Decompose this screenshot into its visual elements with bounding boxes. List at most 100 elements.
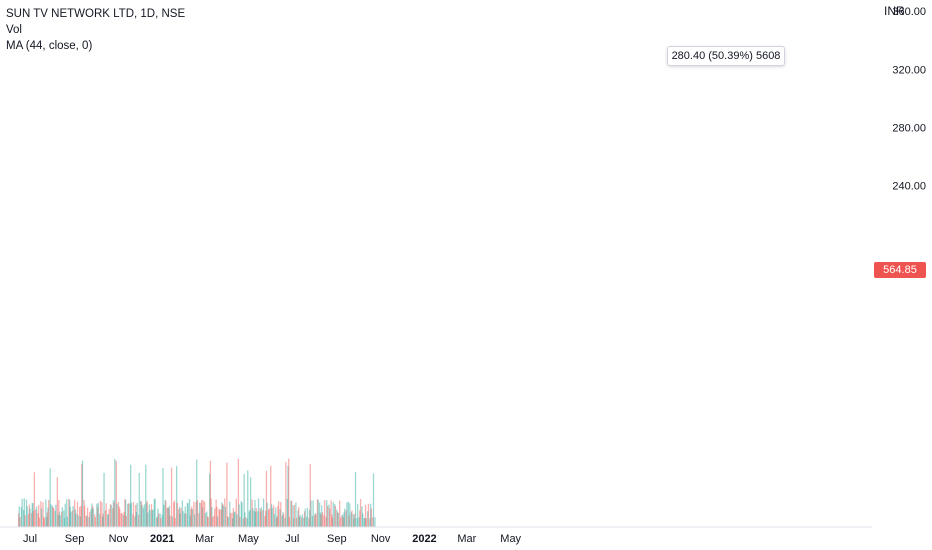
volume-bar	[262, 498, 265, 527]
volume-bar	[287, 465, 289, 527]
volume-bar	[56, 477, 59, 527]
volume-bar	[358, 517, 360, 527]
volume-bar	[84, 505, 86, 527]
volume-bar	[26, 506, 28, 527]
volume-bar	[113, 502, 115, 527]
volume-bar	[288, 458, 290, 527]
volume-bar	[229, 501, 231, 527]
volume-bar	[182, 511, 184, 527]
volume-bar	[79, 516, 81, 527]
volume-bar	[117, 501, 120, 527]
volume-bar	[46, 512, 48, 527]
volume-bar	[57, 514, 59, 527]
volume-bar	[149, 509, 151, 527]
volume-bar	[260, 507, 263, 527]
volume-bar	[32, 503, 34, 527]
volume-bar	[171, 516, 173, 527]
x-tick-label: Nov	[109, 533, 129, 545]
volume-bar	[94, 517, 97, 527]
x-tick-label: Mar	[195, 533, 214, 545]
volume-bar	[345, 510, 347, 527]
volume-bar	[321, 505, 323, 527]
volume-bar	[69, 506, 71, 527]
volume-bar	[252, 508, 254, 527]
volume-bar	[213, 515, 215, 527]
volume-bar	[233, 512, 235, 527]
volume-bar	[112, 508, 114, 527]
volume-bar	[81, 464, 83, 527]
volume-bar	[235, 498, 237, 527]
volume-bar	[239, 516, 241, 527]
volume-bar	[132, 502, 135, 527]
volume-bar	[313, 515, 316, 527]
volume-bar	[200, 502, 202, 527]
volume-bar	[121, 512, 123, 527]
volume-bar	[238, 504, 240, 527]
volume-bar	[275, 517, 278, 527]
volume-bar	[43, 516, 45, 527]
volume-bar	[209, 473, 211, 527]
volume-bar	[104, 510, 107, 527]
volume-bar	[32, 511, 35, 527]
volume-bar	[281, 515, 283, 527]
volume-bar	[43, 518, 46, 527]
volume-bar	[123, 511, 125, 527]
volume-bar	[38, 505, 40, 527]
volume-bar	[115, 460, 117, 527]
volume-bar	[372, 473, 375, 527]
volume-bar	[268, 508, 270, 527]
volume-bar	[165, 500, 167, 527]
volume-bar	[180, 508, 182, 527]
volume-bar	[363, 517, 365, 527]
volume-bar	[293, 518, 295, 527]
volume-bar	[308, 518, 310, 527]
volume-bar	[265, 470, 268, 527]
volume-bar	[193, 514, 196, 527]
volume-bar	[102, 513, 104, 527]
volume-bar	[271, 507, 273, 527]
volume-bar	[336, 509, 338, 527]
volume-bar	[279, 509, 281, 527]
legend-title: SUN TV NETWORK LTD, 1D, NSE	[6, 8, 186, 20]
volume-bar	[186, 502, 189, 527]
volume-bar	[189, 515, 191, 527]
volume-bar	[298, 516, 301, 527]
volume-bar	[53, 508, 55, 527]
volume-bar	[282, 512, 284, 527]
volume-bar	[290, 500, 292, 527]
volume-bar	[270, 465, 272, 527]
volume-bar	[264, 515, 266, 527]
x-tick-label: Jul	[285, 533, 299, 545]
volume-bar	[316, 499, 319, 527]
volume-bar	[260, 511, 262, 527]
volume-bar	[210, 498, 212, 527]
volume-bar	[178, 509, 180, 527]
volume-bar	[47, 507, 49, 527]
volume-bar	[73, 499, 76, 527]
volume-bar	[288, 517, 291, 527]
volume-bar	[196, 499, 199, 527]
volume-bar	[20, 507, 23, 527]
volume-bar	[231, 512, 233, 527]
volume-bar	[372, 517, 374, 527]
volume-bar	[334, 506, 337, 527]
volume-bar	[23, 498, 25, 527]
volume-bar	[138, 473, 140, 527]
volume-bar	[215, 499, 217, 527]
volume-bar	[185, 513, 187, 527]
volume-bar	[349, 503, 351, 527]
volume-bar	[48, 500, 50, 527]
last-price-tag: 564.85	[874, 262, 926, 278]
volume-bar	[187, 503, 189, 527]
volume-bar	[211, 516, 214, 527]
volume-bar	[249, 509, 251, 527]
volume-bar	[152, 509, 154, 527]
volume-bar	[145, 464, 147, 527]
volume-bar	[216, 506, 218, 527]
volume-bar	[277, 506, 279, 527]
volume-bar	[229, 513, 232, 527]
volume-bar	[201, 507, 204, 527]
volume-bar	[97, 502, 99, 527]
